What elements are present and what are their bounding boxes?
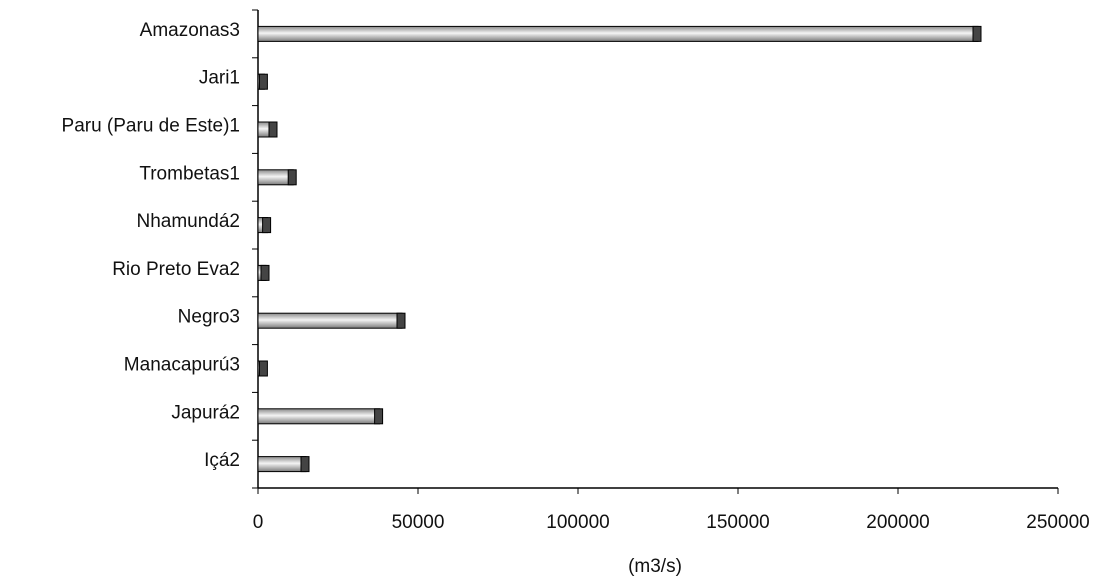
bar-end-cap: [374, 408, 384, 425]
x-tick-label: 250000: [1026, 512, 1089, 533]
y-tick-label: Japurá2: [171, 402, 240, 423]
bar: [257, 312, 403, 329]
bar: [257, 25, 979, 42]
y-tick-label: Amazonas3: [140, 20, 240, 41]
y-tick-label: Negro3: [178, 307, 240, 328]
y-tick-label: Paru (Paru de Este)1: [62, 116, 240, 137]
y-tick-label: Manacapurú3: [124, 355, 240, 376]
x-tick-label: 200000: [866, 512, 929, 533]
y-tick-label: Jari1: [199, 68, 240, 89]
bar: [257, 408, 381, 425]
x-tick-label: 0: [253, 512, 264, 533]
bar-end-cap: [258, 73, 268, 90]
bar-end-cap: [300, 456, 310, 473]
x-tick-label: 150000: [706, 512, 769, 533]
bar-end-cap: [287, 169, 297, 186]
bar-end-cap: [396, 312, 406, 329]
bar-end-cap: [972, 25, 982, 42]
bar-end-cap: [262, 217, 272, 234]
y-tick-label: Nhamundá2: [136, 211, 240, 232]
y-tick-label: Trombetas1: [139, 163, 240, 184]
x-tick-label: 50000: [392, 512, 445, 533]
y-tick-label: Içá2: [204, 450, 240, 471]
bar-end-cap: [260, 264, 270, 281]
x-axis-label: (m3/s): [628, 556, 682, 577]
bar: [257, 456, 307, 473]
bar-end-cap: [258, 360, 268, 377]
y-tick-label: Rio Preto Eva2: [112, 259, 240, 280]
bar-end-cap: [268, 121, 278, 138]
x-tick-label: 100000: [546, 512, 609, 533]
